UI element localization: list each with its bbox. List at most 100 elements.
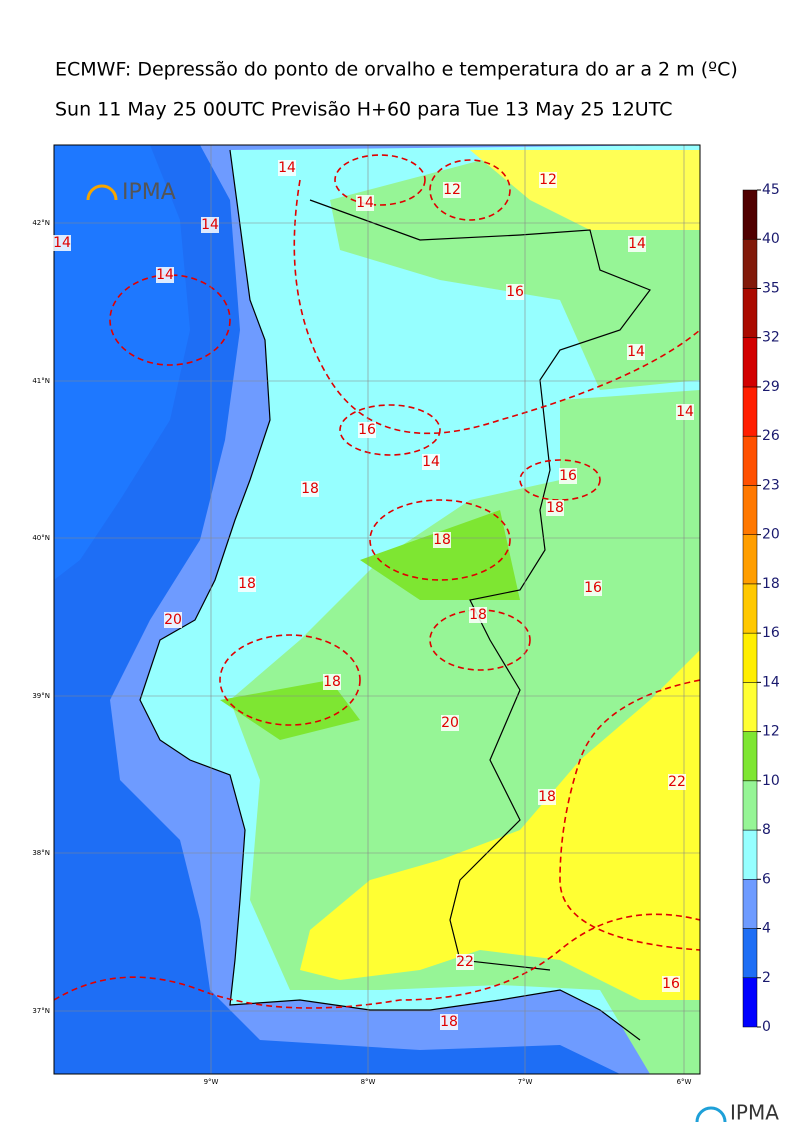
graticule xyxy=(54,145,700,1074)
contour-label: 14 xyxy=(356,195,374,211)
contour xyxy=(219,634,361,726)
colorbar-band xyxy=(742,337,758,388)
contour-label: 16 xyxy=(506,284,524,300)
colorbar-band xyxy=(742,731,758,782)
contour xyxy=(519,459,601,501)
map-frame xyxy=(53,144,701,1075)
colorbar-band xyxy=(742,682,758,732)
contour-label-bg xyxy=(628,236,646,252)
colorbar-band xyxy=(742,435,758,486)
contour-label-bg xyxy=(301,481,319,497)
lat-label: 38°N xyxy=(32,849,50,857)
lat-label: 39°N xyxy=(32,692,50,700)
contour-label: 12 xyxy=(539,172,557,188)
colorbar-label: 16 xyxy=(762,625,780,641)
contour-label: 18 xyxy=(546,500,564,516)
colorbar-band xyxy=(742,485,758,535)
sea-deep xyxy=(54,145,620,1074)
contour-label-bg xyxy=(433,532,451,548)
contour-label: 18 xyxy=(238,576,256,592)
contour-label-bg xyxy=(356,195,374,211)
colorbar-label: 32 xyxy=(762,330,780,346)
colorbar-band xyxy=(742,288,758,338)
colorbar-band xyxy=(742,386,758,437)
colorbar-label: 14 xyxy=(762,674,780,690)
colorbar-label: 29 xyxy=(762,379,780,395)
land-yellow-n xyxy=(470,150,700,230)
contour-label: 18 xyxy=(323,674,341,690)
colorbar-label: 26 xyxy=(762,428,780,444)
lat-label: 41°N xyxy=(32,377,50,385)
contour-label: 16 xyxy=(358,422,376,438)
colorbar-label: 2 xyxy=(762,970,771,986)
contour-label: 16 xyxy=(662,976,680,992)
colorbar-label: 45 xyxy=(762,182,780,198)
coastline xyxy=(139,149,641,1041)
colorbar-band xyxy=(742,189,758,240)
colorbar-label: 35 xyxy=(762,280,780,296)
lon-label: 7°W xyxy=(518,1078,533,1086)
contour-label-bg xyxy=(53,235,71,251)
contour-label-bg xyxy=(238,576,256,592)
colorbar-label: 18 xyxy=(762,576,780,592)
contour-label-bg xyxy=(662,976,680,992)
land-green-dark xyxy=(220,510,520,740)
contour-label: 16 xyxy=(559,468,577,484)
contour-label-bg xyxy=(559,468,577,484)
contour-label: 12 xyxy=(443,182,461,198)
contour xyxy=(334,154,426,206)
contour xyxy=(339,404,441,456)
colorbar-band xyxy=(742,583,758,634)
colorbar-label: 20 xyxy=(762,527,780,543)
contour xyxy=(54,913,700,1009)
logo-text: IPMA xyxy=(122,180,176,205)
border xyxy=(309,199,651,971)
footer-logo: IPMA xyxy=(730,1101,779,1125)
colorbar-band xyxy=(742,879,758,929)
contour-label: 14 xyxy=(628,236,646,252)
contour-label-bg xyxy=(584,580,602,596)
colorbar: 0 2 4 6 8 10 12 14 16 18 20 23 26 29 32 35 40 45 xyxy=(742,182,780,1035)
contour-label: 16 xyxy=(584,580,602,596)
contour-labels: 14 14 14 14 12 12 14 16 14 14 16 14 14 16 18 18 18 18 16 20… xyxy=(53,160,694,1030)
contour-label-bg xyxy=(164,612,182,628)
title: ECMWF: Depressão do ponto de orvalho e t… xyxy=(55,59,738,81)
contour-label: 20 xyxy=(164,612,182,628)
map xyxy=(54,145,700,1074)
contour xyxy=(369,499,511,581)
colorbar-band xyxy=(742,632,758,683)
contour-label-bg xyxy=(456,954,474,970)
colorbar-label: 10 xyxy=(762,773,780,789)
contour-label: 14 xyxy=(201,217,219,233)
contour-label-bg xyxy=(156,267,174,283)
logo-icon xyxy=(86,184,118,201)
colorbar-label: 6 xyxy=(762,871,771,887)
contour xyxy=(429,159,511,221)
contour-label: 14 xyxy=(156,267,174,283)
contour-label: 22 xyxy=(456,954,474,970)
contour xyxy=(109,274,231,366)
colorbar-label: 0 xyxy=(762,1019,771,1035)
lon-label: 6°W xyxy=(677,1078,692,1086)
contour-label-bg xyxy=(668,774,686,790)
contour-label: 18 xyxy=(469,607,487,623)
contour-label: 14 xyxy=(627,344,645,360)
contour-label: 22 xyxy=(668,774,686,790)
contour-label: 18 xyxy=(538,789,556,805)
subtitle: Sun 11 May 25 00UTC Previsão H+60 para T… xyxy=(55,99,672,121)
contour-label-bg xyxy=(201,217,219,233)
sea-deep2 xyxy=(54,145,190,580)
contour-label: 14 xyxy=(278,160,296,176)
colorbar-band xyxy=(742,829,758,880)
land-yellow-s xyxy=(300,650,700,1000)
colorbar-label: 40 xyxy=(762,231,780,247)
colorbar-band xyxy=(742,534,758,585)
contour-label: 18 xyxy=(433,532,451,548)
contour xyxy=(293,179,700,435)
colorbar-band xyxy=(742,780,758,831)
contour-label-bg xyxy=(441,715,459,731)
lat-label: 40°N xyxy=(32,534,50,542)
contour-label: 14 xyxy=(53,235,71,251)
colorbar-band xyxy=(742,238,758,289)
